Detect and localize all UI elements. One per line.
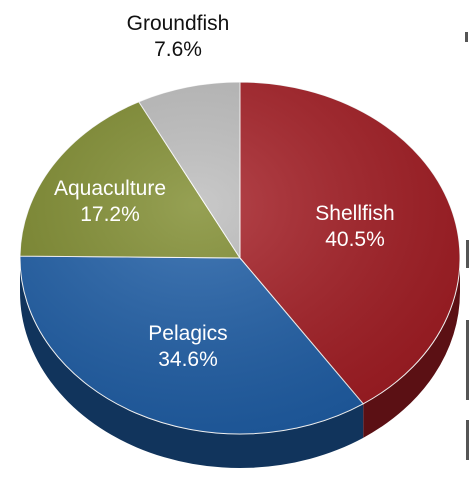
edge-mark (465, 32, 468, 42)
pie-labels: Shellfish 40.5% Pelagics 34.6% Aquaculture 17… (54, 12, 395, 371)
slice-label-shellfish: Shellfish (315, 202, 394, 225)
slice-label-groundfish: Groundfish (127, 12, 230, 35)
pie-top (19, 81, 461, 435)
slice-percent-shellfish: 40.5% (325, 228, 385, 251)
slice-percent-aquaculture: 17.2% (80, 203, 140, 226)
edge-mark (466, 240, 469, 268)
slice-percent-pelagics: 34.6% (158, 348, 218, 371)
edge-mark (466, 320, 469, 400)
slice-percent-groundfish: 7.6% (154, 38, 202, 61)
edge-mark (466, 420, 469, 460)
slice-label-aquaculture: Aquaculture (54, 177, 166, 200)
slice-label-pelagics: Pelagics (148, 322, 227, 345)
